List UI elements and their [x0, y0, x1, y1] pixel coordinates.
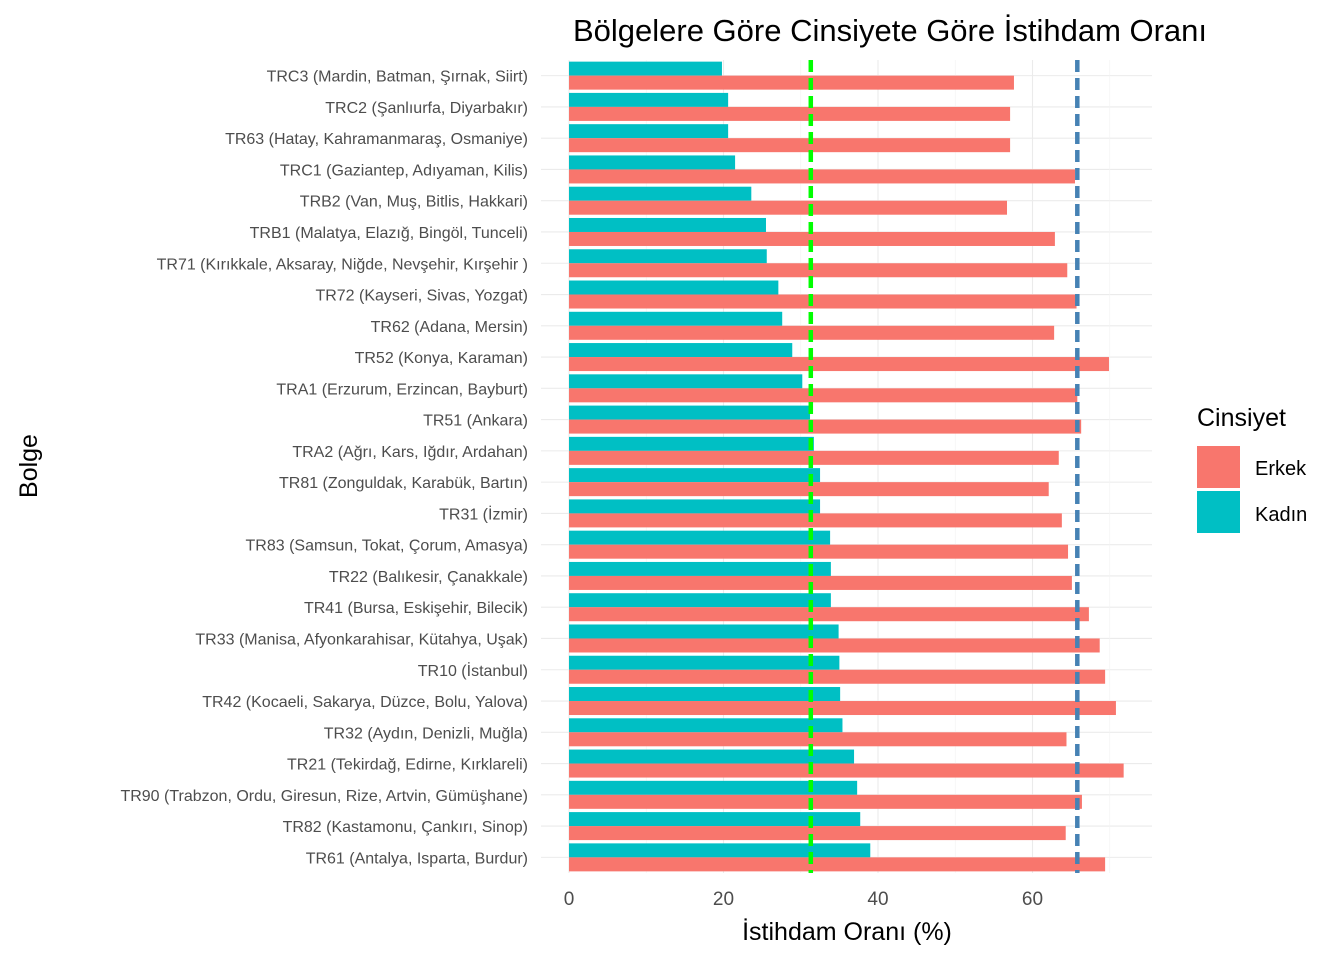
category-label: TRB1 (Malatya, Elazığ, Bingöl, Tunceli): [250, 225, 528, 242]
bar-erkek: [569, 263, 1068, 278]
category-label: TRA2 (Ağrı, Kars, Iğdır, Ardahan): [292, 444, 528, 461]
bar-erkek: [569, 357, 1109, 372]
reference-lines: [808, 60, 1080, 873]
category-label: TR41 (Bursa, Eskişehir, Bilecik): [304, 600, 528, 617]
bar-erkek: [569, 200, 1008, 215]
bar-kadin: [569, 499, 821, 514]
bar-kadin: [569, 687, 841, 702]
bar-kadin: [569, 530, 831, 545]
bar-kadin: [569, 718, 843, 733]
chart-title: Bölgelere Göre Cinsiyete Göre İstihdam O…: [573, 13, 1207, 48]
bar-kadin: [569, 812, 861, 827]
bar-erkek: [569, 575, 1072, 590]
bar-kadin: [569, 374, 803, 389]
x-tick-label: 40: [867, 889, 888, 910]
category-label: TR90 (Trabzon, Ordu, Giresun, Rize, Artv…: [120, 788, 528, 805]
category-label: TR81 (Zonguldak, Karabük, Bartın): [279, 475, 528, 492]
y-axis-title: Bolge: [15, 434, 43, 498]
bar-erkek: [569, 794, 1082, 809]
bar-erkek: [569, 669, 1106, 684]
bar-erkek: [569, 482, 1049, 497]
category-label: TR51 (Ankara): [423, 413, 528, 430]
category-label: TR52 (Konya, Karaman): [355, 350, 528, 367]
bar-kadin: [569, 343, 793, 358]
category-label: TR71 (Kırıkkale, Aksaray, Niğde, Nevşehi…: [157, 256, 528, 273]
category-label: TR31 (İzmir): [439, 504, 528, 523]
x-axis-labels: 0 20 40 60: [564, 889, 1043, 910]
bar-erkek: [569, 857, 1106, 872]
category-label: TRC3 (Mardin, Batman, Şırnak, Siirt): [267, 69, 528, 86]
bar-kadin: [569, 186, 752, 201]
bar-erkek: [569, 294, 1077, 309]
category-label: TRC2 (Şanlıurfa, Diyarbakır): [325, 100, 528, 117]
category-label: TR82 (Kastamonu, Çankırı, Sinop): [283, 819, 528, 836]
category-label: TR61 (Antalya, Isparta, Burdur): [306, 850, 528, 867]
bar-kadin: [569, 436, 814, 451]
bar-erkek: [569, 388, 1078, 403]
bar-erkek: [569, 138, 1011, 153]
y-axis-labels: TRC3 (Mardin, Batman, Şırnak, Siirt) TRC2…: [120, 69, 528, 868]
bar-kadin: [569, 311, 783, 326]
bar-kadin: [569, 280, 779, 295]
category-label: TR22 (Balıkesir, Çanakkale): [329, 569, 528, 586]
bar-erkek: [569, 513, 1062, 528]
category-label: TR63 (Hatay, Kahramanmaraş, Osmaniye): [225, 131, 528, 148]
bar-erkek: [569, 169, 1075, 184]
bar-kadin: [569, 468, 821, 483]
bar-kadin: [569, 405, 811, 420]
bar-erkek: [569, 75, 1014, 90]
category-label: TR32 (Aydın, Denizli, Muğla): [324, 725, 528, 742]
bar-erkek: [569, 231, 1055, 246]
category-label: TRB2 (Van, Muş, Bitlis, Hakkari): [300, 194, 528, 211]
category-label: TRA1 (Erzurum, Erzincan, Bayburt): [276, 381, 528, 398]
bar-erkek: [569, 419, 1082, 434]
bar-kadin: [569, 217, 766, 232]
legend-key-erkek: [1197, 446, 1240, 488]
bar-kadin: [569, 624, 839, 639]
bar-kadin: [569, 843, 871, 858]
legend-key-kadin: [1197, 491, 1240, 533]
x-tick-label: 20: [713, 889, 734, 910]
x-axis-title: İstihdam Oranı (%): [742, 917, 952, 946]
bar-kadin: [569, 780, 858, 795]
category-label: TRC1 (Gaziantep, Adıyaman, Kilis): [280, 162, 528, 179]
bar-kadin: [569, 249, 767, 264]
bar-erkek: [569, 763, 1124, 778]
category-label: TR21 (Tekirdağ, Edirne, Kırklareli): [287, 757, 528, 774]
bar-erkek: [569, 450, 1059, 465]
bar-kadin: [569, 61, 722, 76]
bar-kadin: [569, 561, 831, 576]
bar-erkek: [569, 826, 1066, 841]
bar-kadin: [569, 124, 729, 139]
category-label: TR33 (Manisa, Afyonkarahisar, Kütahya, U…: [195, 631, 528, 648]
category-label: TR62 (Adana, Mersin): [371, 319, 528, 336]
bar-kadin: [569, 155, 736, 170]
bar-erkek: [569, 106, 1011, 121]
bar-kadin: [569, 749, 855, 764]
category-label: TR42 (Kocaeli, Sakarya, Düzce, Bolu, Yal…: [202, 694, 528, 711]
x-tick-label: 60: [1022, 889, 1043, 910]
legend-label-erkek: Erkek: [1255, 458, 1307, 480]
bar-erkek: [569, 638, 1100, 653]
bar-kadin: [569, 92, 729, 107]
bar-erkek: [569, 732, 1067, 747]
legend-title: Cinsiyet: [1197, 404, 1286, 432]
bar-erkek: [569, 607, 1089, 622]
bar-erkek: [569, 701, 1116, 716]
bar-kadin: [569, 593, 831, 608]
category-label: TR72 (Kayseri, Sivas, Yozgat): [315, 288, 528, 305]
category-label: TR83 (Samsun, Tokat, Çorum, Amasya): [246, 538, 528, 555]
category-label: TR10 (İstanbul): [418, 661, 528, 680]
legend-label-kadin: Kadın: [1255, 504, 1307, 526]
bars: [569, 61, 1124, 872]
x-tick-label: 0: [564, 889, 575, 910]
legend: Cinsiyet Erkek Kadın: [1197, 404, 1307, 533]
bar-erkek: [569, 544, 1069, 559]
bar-kadin: [569, 655, 840, 670]
